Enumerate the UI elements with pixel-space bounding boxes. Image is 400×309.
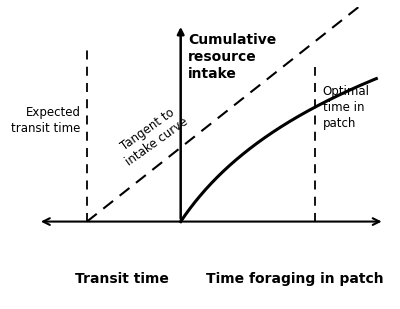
Text: Transit time: Transit time — [75, 272, 168, 286]
Text: Tangent to
intake curve: Tangent to intake curve — [114, 103, 190, 168]
Text: Cumulative
resource
intake: Cumulative resource intake — [188, 33, 276, 81]
Text: Expected
transit time: Expected transit time — [12, 107, 81, 135]
Text: Optimal
time in
patch: Optimal time in patch — [322, 85, 370, 130]
Text: Time foraging in patch: Time foraging in patch — [206, 272, 384, 286]
